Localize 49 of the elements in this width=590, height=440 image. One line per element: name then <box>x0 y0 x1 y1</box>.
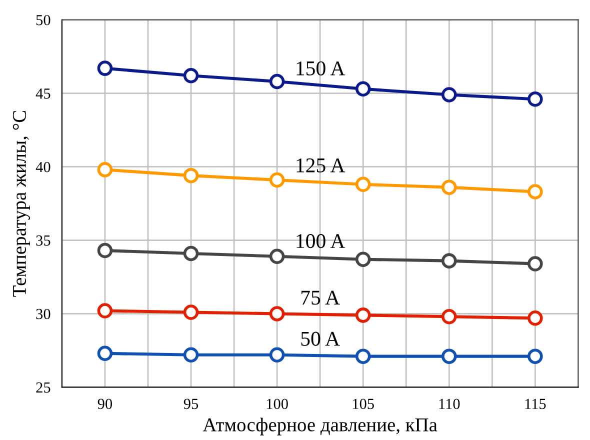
x-axis-title: Атмосферное давление, кПа <box>202 418 438 436</box>
series-label: 100 A <box>296 234 346 248</box>
series-label: 50 A <box>301 332 340 346</box>
y-tick-label: 35 <box>36 235 50 246</box>
point <box>442 87 457 102</box>
point <box>183 246 199 262</box>
point <box>269 306 285 322</box>
x-tick-label: 110 <box>439 398 460 410</box>
point <box>442 180 457 195</box>
point <box>528 92 543 107</box>
point <box>528 184 543 200</box>
point <box>355 81 371 97</box>
y-tick-label: 40 <box>36 162 50 172</box>
point <box>442 309 457 324</box>
x-tick-label: 100 <box>266 398 288 410</box>
point <box>528 310 543 326</box>
point <box>183 68 199 84</box>
point <box>355 252 371 267</box>
point <box>97 60 113 76</box>
point <box>355 308 371 323</box>
point <box>183 168 199 184</box>
point <box>442 348 457 364</box>
series-label: 75 A <box>301 290 340 305</box>
series-label: 150 A <box>296 61 346 76</box>
point <box>355 176 371 192</box>
point <box>97 162 113 178</box>
point <box>183 347 199 363</box>
point <box>442 253 457 268</box>
y-tick-label: 45 <box>36 88 50 99</box>
point <box>269 347 285 363</box>
y-tick-label: 25 <box>36 382 50 393</box>
point <box>528 348 543 364</box>
series-label: 125 A <box>296 158 346 172</box>
point <box>97 242 113 258</box>
x-tick-label: 105 <box>352 398 374 410</box>
point <box>269 74 285 90</box>
point <box>269 248 285 264</box>
point <box>355 348 371 364</box>
point <box>183 304 199 320</box>
x-tick-label: 90 <box>98 398 112 410</box>
y-tick-label: 30 <box>36 308 50 320</box>
x-tick-label: 115 <box>525 398 546 410</box>
point <box>528 256 543 272</box>
y-axis-title: Температура жилы, °C <box>12 110 30 297</box>
point <box>97 346 113 362</box>
x-tick-label: 95 <box>184 398 198 410</box>
point <box>97 303 113 318</box>
y-tick-label: 50 <box>36 14 50 26</box>
point <box>269 172 285 188</box>
